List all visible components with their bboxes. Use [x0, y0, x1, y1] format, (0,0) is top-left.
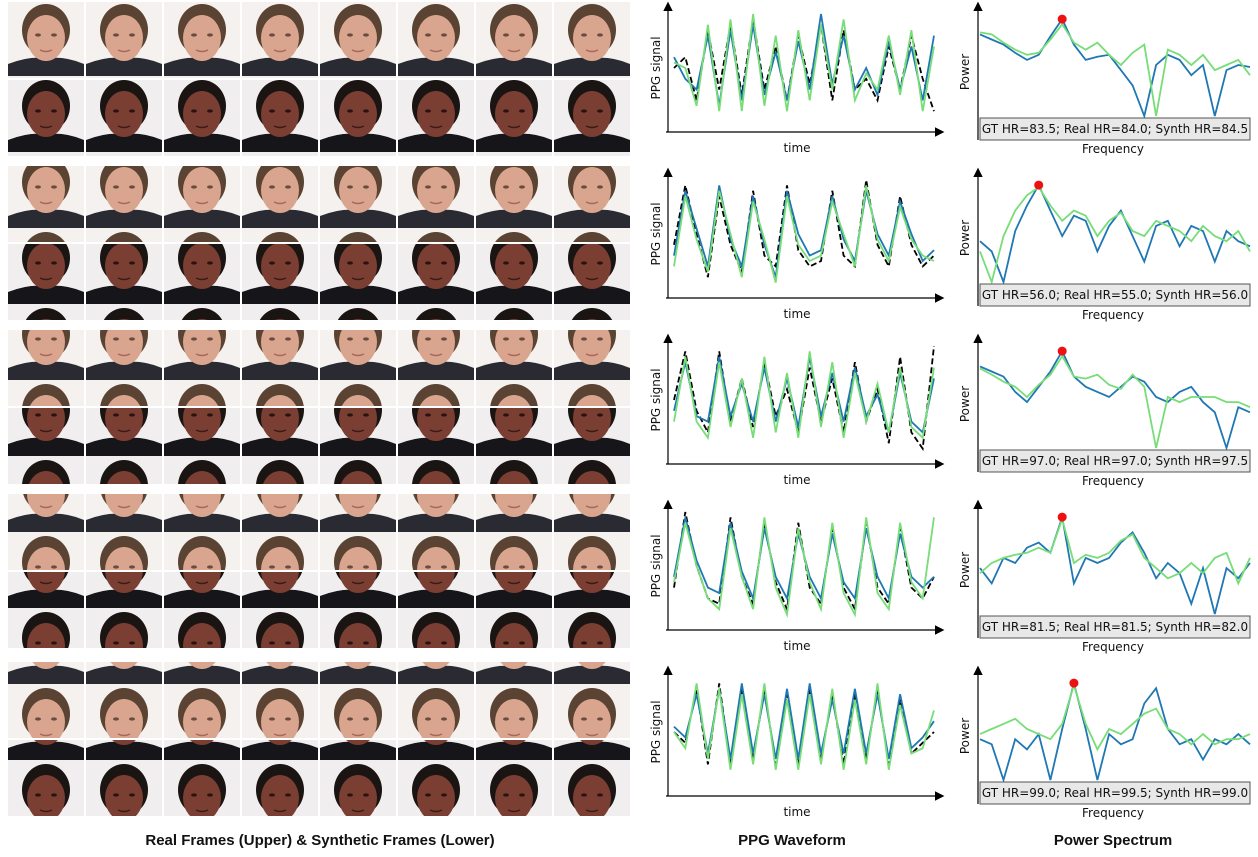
real-frames [8, 662, 630, 738]
x-axis-label: time [783, 473, 810, 487]
real-frames [8, 494, 630, 570]
hr-peak [1057, 14, 1067, 24]
x-axis-label: time [783, 805, 810, 819]
hr-label-box [979, 449, 1251, 473]
caption: PPG Waveform [738, 832, 846, 849]
real-spectrum [979, 17, 1251, 120]
y-axis-label: PPG signal [649, 202, 663, 265]
real-frames [8, 330, 630, 406]
hr-peak [1069, 678, 1079, 688]
x-axis-label: time [783, 639, 810, 653]
hr-label: GT HR=83.5; Real HR=84.0; Synth HR=84.5 [982, 122, 1248, 136]
synth-spectrum [979, 681, 1251, 752]
caption: Power Spectrum [1054, 832, 1172, 849]
hr-label: GT HR=81.5; Real HR=81.5; Synth HR=82.0 [982, 620, 1248, 634]
y-axis-label: PPG signal [649, 534, 663, 597]
synthetic-frames [8, 244, 630, 320]
synth-spectrum [979, 22, 1251, 117]
x-axis-label: Frequency [1082, 474, 1144, 488]
hr-label-box [979, 283, 1251, 307]
y-axis-label: PPG signal [649, 36, 663, 99]
synth-waveform [673, 351, 935, 441]
x-axis-label: Frequency [1082, 640, 1144, 654]
real-frames [8, 2, 630, 78]
real-waveform [673, 683, 935, 760]
synth-spectrum [979, 516, 1251, 586]
real-spectrum [979, 349, 1251, 452]
real-spectrum [979, 682, 1251, 784]
y-axis-label: Power [958, 220, 972, 256]
x-axis-label: Frequency [1082, 806, 1144, 820]
caption: Real Frames (Upper) & Synthetic Frames (… [145, 832, 494, 849]
y-axis-label: Power [958, 552, 972, 588]
hr-peak [1057, 512, 1067, 522]
hr-label-box [979, 615, 1251, 639]
hr-label-box [979, 117, 1251, 141]
synth-waveform [673, 517, 935, 619]
hr-label-box [979, 781, 1251, 805]
y-axis-label: Power [958, 54, 972, 90]
x-axis-label: Frequency [1082, 142, 1144, 156]
x-axis-label: Frequency [1082, 308, 1144, 322]
synthetic-frames [8, 408, 630, 484]
synthetic-frames [8, 740, 630, 816]
face-grid [8, 2, 630, 816]
y-axis-label: PPG signal [649, 368, 663, 431]
synth-waveform [673, 13, 935, 112]
hr-label: GT HR=56.0; Real HR=55.0; Synth HR=56.0 [982, 288, 1248, 302]
real-spectrum [979, 516, 1251, 615]
synth-spectrum [979, 354, 1251, 449]
synth-waveform [673, 683, 935, 770]
real-frames [8, 166, 630, 242]
x-axis-label: time [783, 307, 810, 321]
hr-peak [1057, 346, 1067, 356]
x-axis-label: time [783, 141, 810, 155]
y-axis-label: Power [958, 718, 972, 754]
y-axis-label: PPG signal [649, 700, 663, 763]
synth-waveform [673, 185, 935, 283]
hr-peak [1034, 180, 1044, 190]
synth-spectrum [979, 185, 1251, 285]
y-axis-label: Power [958, 386, 972, 422]
real-spectrum [979, 183, 1251, 286]
synthetic-frames [8, 80, 630, 156]
synthetic-frames [8, 572, 630, 648]
hr-label: GT HR=97.0; Real HR=97.0; Synth HR=97.5 [982, 454, 1248, 468]
hr-label: GT HR=99.0; Real HR=99.5; Synth HR=99.0 [982, 786, 1248, 800]
